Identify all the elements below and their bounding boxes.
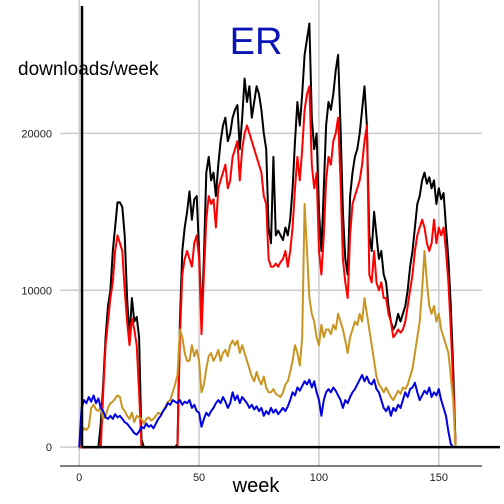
x-tick-label: 100 [310,472,328,484]
series-line-4 [78,374,454,448]
y-tick-label: 10000 [21,285,52,297]
series-lines [78,22,457,449]
x-tick-label: 150 [430,472,448,484]
axes [60,6,500,467]
y-tick-label: 20000 [21,128,52,140]
series-line-3 [78,203,457,448]
x-tick-label: 50 [193,472,205,484]
y-tick-label: 0 [46,442,52,454]
x-axis-label: week [232,475,281,497]
series-line-2 [79,85,457,449]
x-tick-label: 0 [76,472,82,484]
chart-title: ER [230,21,283,63]
tick-labels: 0 50 100 150 0 10000 20000 [21,128,448,484]
y-axis-label: downloads/week [18,59,159,80]
